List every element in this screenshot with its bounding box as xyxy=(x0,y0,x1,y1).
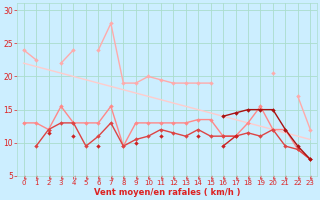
Text: ↘: ↘ xyxy=(232,175,239,182)
Text: ↘: ↘ xyxy=(170,175,176,182)
Text: ↘: ↘ xyxy=(58,175,64,182)
Text: ↘: ↘ xyxy=(145,175,151,182)
Text: ↘: ↘ xyxy=(70,175,77,182)
Text: ↘: ↘ xyxy=(108,175,114,182)
Text: ↘: ↘ xyxy=(120,175,127,182)
Text: ↘: ↘ xyxy=(20,175,27,182)
X-axis label: Vent moyen/en rafales ( km/h ): Vent moyen/en rafales ( km/h ) xyxy=(94,188,240,197)
Text: ↘: ↘ xyxy=(245,175,251,182)
Text: ↘: ↘ xyxy=(220,175,226,182)
Text: ↘: ↘ xyxy=(157,175,164,182)
Text: ↘: ↘ xyxy=(282,175,289,182)
Text: ↘: ↘ xyxy=(207,175,214,182)
Text: ↘: ↘ xyxy=(295,175,301,182)
Text: ↘: ↘ xyxy=(45,175,52,182)
Text: ↘: ↘ xyxy=(83,175,89,182)
Text: ↘: ↘ xyxy=(182,175,189,182)
Text: ↘: ↘ xyxy=(132,175,139,182)
Text: ↘: ↘ xyxy=(95,175,102,182)
Text: ↘: ↘ xyxy=(307,175,314,182)
Text: ↘: ↘ xyxy=(270,175,276,182)
Text: ↘: ↘ xyxy=(257,175,264,182)
Text: ↘: ↘ xyxy=(33,175,39,182)
Text: ↘: ↘ xyxy=(195,175,201,182)
